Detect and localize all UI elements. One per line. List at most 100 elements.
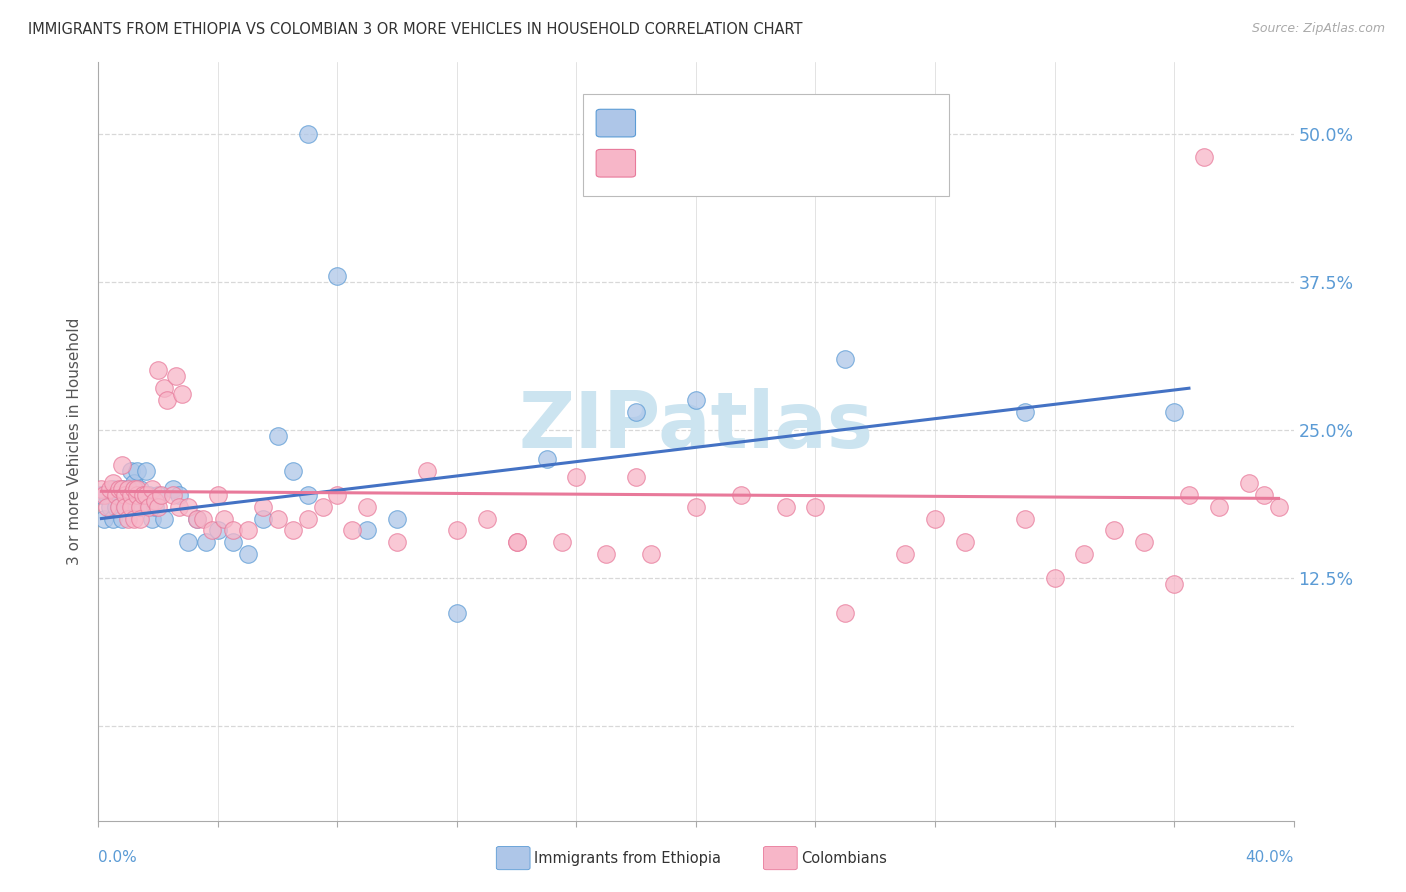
Point [141, 511, 163, 525]
Point [156, 393, 179, 408]
Point [506, 535, 529, 549]
Point [207, 488, 229, 502]
Point [111, 482, 134, 496]
Point [626, 470, 648, 484]
Point [356, 524, 378, 538]
Point [162, 482, 184, 496]
Text: 0.0%: 0.0% [98, 850, 138, 865]
Point [326, 488, 349, 502]
Point [1192, 150, 1215, 164]
Text: N =: N = [744, 114, 792, 132]
Point [129, 500, 152, 514]
Point [120, 500, 142, 514]
Point [685, 500, 707, 514]
Point [1163, 576, 1185, 591]
Point [236, 524, 259, 538]
Point [148, 488, 170, 502]
Point [222, 524, 245, 538]
Text: ZIPatlas: ZIPatlas [519, 388, 873, 465]
Point [90, 482, 112, 496]
Point [186, 511, 208, 525]
Point [640, 547, 662, 561]
Point [143, 500, 166, 514]
Text: R =: R = [641, 114, 682, 132]
Point [1133, 535, 1156, 549]
Point [326, 268, 349, 283]
Point [953, 535, 976, 549]
Point [536, 452, 558, 467]
Point [135, 488, 157, 502]
Point [124, 511, 146, 525]
Point [108, 482, 131, 496]
Point [172, 387, 194, 401]
Point [177, 535, 200, 549]
Point [446, 524, 468, 538]
Point [120, 464, 142, 478]
Point [167, 488, 190, 502]
Point [90, 488, 112, 502]
Point [117, 482, 139, 496]
Point [804, 500, 827, 514]
Point [105, 500, 128, 514]
Text: 0.272: 0.272 [683, 114, 737, 132]
Point [111, 511, 134, 525]
Point [177, 500, 200, 514]
Point [252, 511, 274, 525]
Point [129, 500, 152, 514]
Point [191, 511, 214, 525]
Point [595, 547, 617, 561]
Point [167, 500, 190, 514]
Point [111, 482, 134, 496]
Point [141, 482, 163, 496]
Point [685, 393, 707, 408]
Point [924, 511, 946, 525]
Text: 53: 53 [792, 114, 814, 132]
Point [117, 482, 139, 496]
Point [162, 488, 184, 502]
Point [565, 470, 588, 484]
Point [385, 511, 409, 525]
Point [207, 524, 229, 538]
Point [150, 488, 173, 502]
Point [93, 488, 115, 502]
Point [1178, 488, 1201, 502]
Point [120, 488, 142, 502]
Point [385, 535, 409, 549]
Text: N =: N = [758, 154, 806, 172]
Point [311, 500, 333, 514]
Point [506, 535, 529, 549]
Point [127, 488, 149, 502]
Point [775, 500, 797, 514]
Point [195, 535, 218, 549]
Point [236, 547, 259, 561]
Point [108, 488, 131, 502]
Point [1073, 547, 1095, 561]
Point [252, 500, 274, 514]
Point [127, 482, 149, 496]
Point [108, 500, 131, 514]
Point [117, 493, 139, 508]
Point [143, 493, 166, 508]
Point [111, 458, 134, 473]
Text: IMMIGRANTS FROM ETHIOPIA VS COLOMBIAN 3 OR MORE VEHICLES IN HOUSEHOLD CORRELATIO: IMMIGRANTS FROM ETHIOPIA VS COLOMBIAN 3 … [28, 22, 803, 37]
Y-axis label: 3 or more Vehicles in Household: 3 or more Vehicles in Household [67, 318, 83, 566]
Point [96, 500, 118, 514]
Point [103, 482, 125, 496]
Point [475, 511, 498, 525]
Point [1267, 500, 1289, 514]
Point [124, 488, 146, 502]
Point [1208, 500, 1230, 514]
Point [114, 500, 136, 514]
Point [297, 511, 319, 525]
Point [626, 405, 648, 419]
Point [1163, 405, 1185, 419]
Point [138, 500, 160, 514]
Point [267, 511, 290, 525]
Point [124, 482, 146, 496]
Point [98, 482, 122, 496]
Point [550, 535, 572, 549]
Text: Immigrants from Ethiopia: Immigrants from Ethiopia [534, 851, 721, 865]
Point [127, 464, 149, 478]
Text: Colombians: Colombians [801, 851, 887, 865]
Point [148, 500, 170, 514]
